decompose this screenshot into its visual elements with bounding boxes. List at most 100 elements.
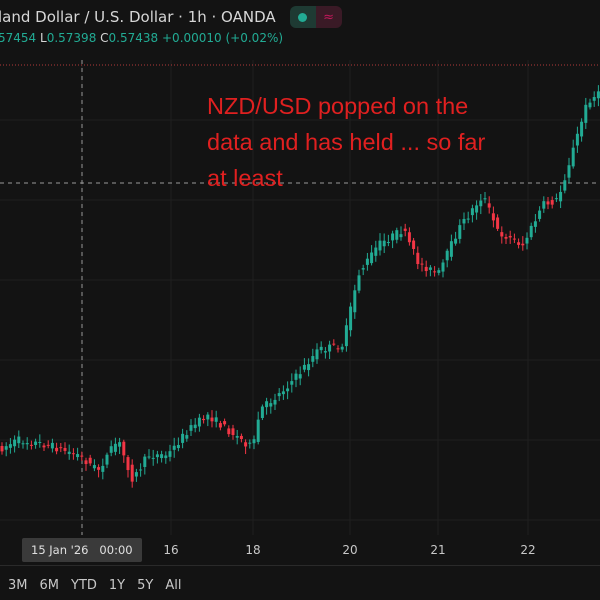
candle-body <box>4 446 8 450</box>
approx-wave-icon[interactable]: ≈ <box>315 6 342 28</box>
candle-body <box>59 447 63 449</box>
candle-body <box>336 348 340 350</box>
close-value: 0.57438 <box>108 31 159 45</box>
candle-body <box>500 232 504 237</box>
crosshair-time-label: 15 Jan '26 00:00 <box>22 538 142 562</box>
candle-body <box>483 198 487 200</box>
candle-body <box>160 454 164 459</box>
candle-body <box>231 428 235 435</box>
candle-body <box>370 252 374 264</box>
candle-body <box>38 441 42 443</box>
candle-body <box>584 104 588 123</box>
market-open-dot-icon[interactable] <box>289 6 316 28</box>
candle-body <box>50 442 54 449</box>
candle-body <box>181 433 185 443</box>
candle-body <box>567 165 571 178</box>
candle-body <box>185 435 189 439</box>
candle-body <box>365 258 369 265</box>
candle-body <box>189 425 193 431</box>
candle-body <box>412 240 416 249</box>
candle-body <box>84 460 88 465</box>
candle-body <box>265 401 269 408</box>
range-1y-button[interactable]: 1Y <box>108 578 126 593</box>
time-tick: 22 <box>520 543 536 557</box>
candle-body <box>533 221 537 227</box>
open-value: 57454 <box>0 31 37 45</box>
candle-body <box>571 147 575 167</box>
candle-body <box>449 241 453 257</box>
candle-body <box>315 349 319 360</box>
candle-body <box>244 442 248 447</box>
candle-body <box>340 346 344 350</box>
price-chart[interactable] <box>0 0 600 535</box>
candle-body <box>470 208 474 216</box>
candle-body <box>596 91 600 99</box>
candle-body <box>67 451 71 454</box>
candle-body <box>290 381 294 385</box>
candle-body <box>248 442 252 444</box>
candle-body <box>147 456 151 458</box>
candle-body <box>218 423 222 428</box>
candle-body <box>491 213 495 221</box>
range-ytd-button[interactable]: YTD <box>71 578 97 593</box>
candle-body <box>466 218 470 220</box>
time-tick: 16 <box>163 543 179 557</box>
candle-body <box>168 451 172 457</box>
candle-body <box>197 417 201 427</box>
range-6m-button[interactable]: 6M <box>39 578 60 593</box>
candle-body <box>382 240 386 247</box>
candle-body <box>151 457 155 459</box>
candle-body <box>517 242 521 245</box>
range-all-button[interactable]: All <box>165 578 182 593</box>
candle-body <box>550 200 554 205</box>
candle-body <box>378 240 382 251</box>
candle-body <box>433 271 437 273</box>
candle-body <box>546 201 550 205</box>
candle-body <box>580 121 584 137</box>
candle-body <box>252 439 256 444</box>
candle-body <box>97 467 101 470</box>
candle-body <box>588 102 592 108</box>
ohlc-readout: 57454 L0.57398 C0.57438 +0.00010 (+0.02%… <box>0 31 283 45</box>
candle-body <box>239 435 243 439</box>
candle-body <box>109 446 113 453</box>
symbol-title[interactable]: land Dollar / U.S. Dollar · 1h · OANDA <box>0 8 276 26</box>
time-tick: 20 <box>342 543 358 557</box>
candle-body <box>445 250 449 261</box>
candle-body <box>504 237 508 239</box>
range-5y-button[interactable]: 5Y <box>137 578 154 593</box>
candle-body <box>332 343 336 345</box>
chart-annotation[interactable]: NZD/USD popped on the data and has held … <box>207 88 485 196</box>
candle-body <box>260 406 264 418</box>
candle-body <box>155 454 159 458</box>
candle-body <box>437 270 441 273</box>
candle-body <box>512 238 516 240</box>
time-tick: 21 <box>430 543 446 557</box>
candle-body <box>88 457 92 464</box>
candle-body <box>223 421 227 425</box>
candle-body <box>235 436 239 438</box>
candle-body <box>420 263 424 265</box>
time-axis[interactable]: 15 Jan '26 00:00 16 18 20 21 22 <box>0 535 600 566</box>
candle-body <box>164 455 168 459</box>
candle-body <box>210 417 214 422</box>
candle-body <box>361 268 365 270</box>
annotation-line: NZD/USD popped on the <box>207 93 469 119</box>
candle-body <box>563 180 567 191</box>
candle-body <box>554 198 558 200</box>
candle-body <box>307 364 311 371</box>
candle-body <box>302 364 306 370</box>
candle-body <box>592 97 596 101</box>
candle-body <box>122 441 126 456</box>
range-3m-button[interactable]: 3M <box>8 578 28 593</box>
candle-body <box>8 444 12 448</box>
annotation-line: at least <box>207 165 283 191</box>
candle-body <box>92 465 96 469</box>
candle-body <box>311 356 315 362</box>
candle-body <box>542 201 546 209</box>
candle-body <box>29 444 33 446</box>
candle-body <box>55 447 59 452</box>
candle-body <box>458 225 462 239</box>
candle-body <box>202 418 206 421</box>
candle-body <box>193 424 197 429</box>
